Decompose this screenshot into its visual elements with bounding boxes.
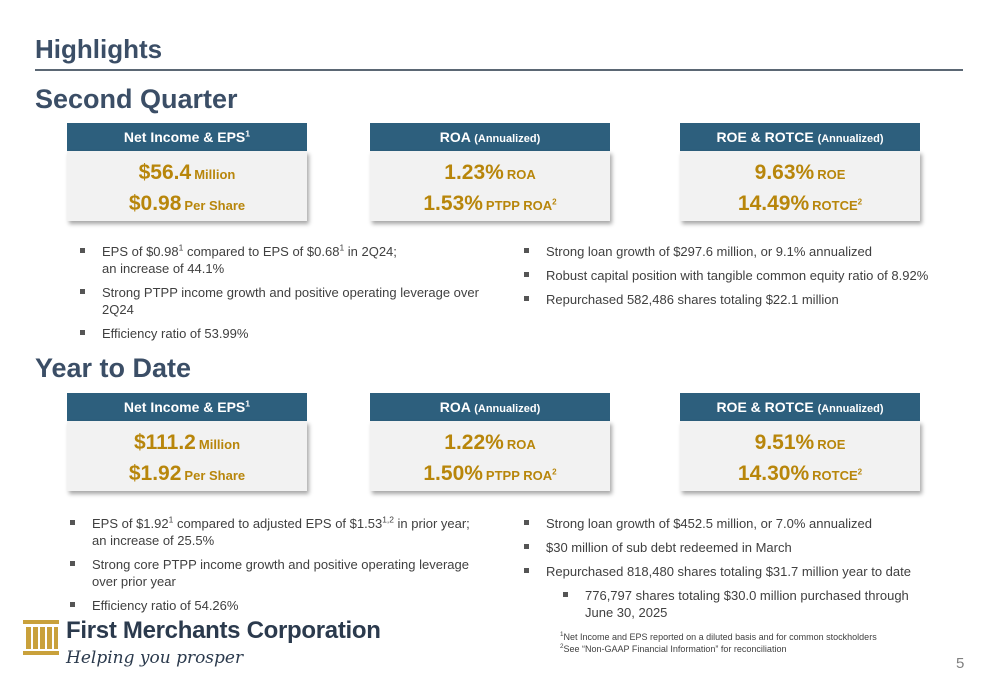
company-tagline: Helping you prosper xyxy=(66,648,244,668)
ytd-bullets-left: EPS of $1.921 compared to adjusted EPS o… xyxy=(67,515,517,621)
card-body: 1.23% ROA 1.53% PTPP ROA2 xyxy=(370,151,610,221)
card-body: 9.51% ROE 14.30% ROTCE2 xyxy=(680,421,920,491)
list-item: Efficiency ratio of 54.26% xyxy=(67,597,517,614)
roa-unit: ROA xyxy=(506,167,536,182)
list-item: EPS of $1.921 compared to adjusted EPS o… xyxy=(67,515,517,549)
card-header: Net Income & EPS1 xyxy=(67,393,307,421)
roe-unit: ROE xyxy=(817,437,846,452)
ytd-card-net-income-eps: Net Income & EPS1 $111.2 Million $1.92 Per… xyxy=(67,393,307,491)
list-item: Repurchased 582,486 shares totaling $22.… xyxy=(521,291,981,308)
ytd-card-roa: ROA (Annualized) 1.22% ROA 1.50% PTPP ROA2 xyxy=(370,393,610,491)
rotce-value: 14.49% xyxy=(737,192,810,215)
footnote-2: 2See “Non-GAAP Financial Information” fo… xyxy=(560,643,787,654)
q2-card-net-income-eps: Net Income & EPS1 $56.4 Million $0.98 Per … xyxy=(67,123,307,221)
page-title: Highlights xyxy=(35,34,163,64)
footnote-1: 1Net Income and EPS reported on a dilute… xyxy=(560,631,877,642)
net-income-unit: Million xyxy=(194,167,236,182)
page-number: 5 xyxy=(956,655,965,672)
ytd-bullets-right: Strong loan growth of $452.5 million, or… xyxy=(521,515,981,628)
ptpp-roa-value: 1.53% xyxy=(423,192,483,215)
rotce-unit: ROTCE2 xyxy=(812,197,863,213)
card-body: $56.4 Million $0.98 Per Share xyxy=(67,151,307,221)
net-income-value: $56.4 xyxy=(138,161,192,184)
card-header: Net Income & EPS1 xyxy=(67,123,307,151)
card-header: ROE & ROTCE (Annualized) xyxy=(680,123,920,151)
title-divider xyxy=(35,69,963,71)
eps-value: $1.92 xyxy=(128,462,182,485)
ptpp-roa-unit: PTPP ROA2 xyxy=(485,197,557,213)
list-item: Strong PTPP income growth and positive o… xyxy=(77,284,517,318)
roa-value: 1.23% xyxy=(444,161,504,184)
list-item: EPS of $0.981 compared to EPS of $0.681 … xyxy=(77,243,517,277)
list-item: Strong loan growth of $297.6 million, or… xyxy=(521,243,981,260)
section-heading-second-quarter: Second Quarter xyxy=(35,84,238,114)
roe-unit: ROE xyxy=(817,167,846,182)
eps-unit: Per Share xyxy=(184,198,246,213)
card-header: ROA (Annualized) xyxy=(370,393,610,421)
list-item: $30 million of sub debt redeemed in Marc… xyxy=(521,539,981,556)
ptpp-roa-value: 1.50% xyxy=(423,462,483,485)
rotce-unit: ROTCE2 xyxy=(812,467,863,483)
net-income-unit: Million xyxy=(198,437,241,452)
list-item: Strong loan growth of $452.5 million, or… xyxy=(521,515,981,532)
ytd-card-roe-rotce: ROE & ROTCE (Annualized) 9.51% ROE 14.30%… xyxy=(680,393,920,491)
list-item: 776,797 shares totaling $30.0 million pu… xyxy=(521,587,981,621)
card-body: 9.63% ROE 14.49% ROTCE2 xyxy=(680,151,920,221)
q2-bullets-right: Strong loan growth of $297.6 million, or… xyxy=(521,243,981,315)
roa-value: 1.22% xyxy=(444,431,504,454)
ptpp-roa-unit: PTPP ROA2 xyxy=(485,467,557,483)
card-body: 1.22% ROA 1.50% PTPP ROA2 xyxy=(370,421,610,491)
company-name: First Merchants Corporation xyxy=(66,617,381,644)
rotce-value: 14.30% xyxy=(737,462,810,485)
card-body: $111.2 Million $1.92 Per Share xyxy=(67,421,307,491)
card-header: ROE & ROTCE (Annualized) xyxy=(680,393,920,421)
card-header: ROA (Annualized) xyxy=(370,123,610,151)
q2-card-roa: ROA (Annualized) 1.23% ROA 1.53% PTPP ROA2 xyxy=(370,123,610,221)
eps-unit: Per Share xyxy=(184,468,246,483)
list-item: Repurchased 818,480 shares totaling $31.… xyxy=(521,563,981,580)
footnotes: 1Net Income and EPS reported on a dilute… xyxy=(560,631,877,655)
q2-card-roe-rotce: ROE & ROTCE (Annualized) 9.63% ROE 14.49%… xyxy=(680,123,920,221)
list-item: Robust capital position with tangible co… xyxy=(521,267,981,284)
section-heading-year-to-date: Year to Date xyxy=(35,353,192,383)
net-income-value: $111.2 xyxy=(133,431,196,454)
q2-bullets-left: EPS of $0.981 compared to EPS of $0.681 … xyxy=(77,243,517,349)
list-item: Strong core PTPP income growth and posit… xyxy=(67,556,517,590)
building-columns-icon xyxy=(23,620,59,655)
roe-value: 9.51% xyxy=(754,431,815,454)
list-item: Efficiency ratio of 53.99% xyxy=(77,325,517,342)
roe-value: 9.63% xyxy=(754,161,815,184)
eps-value: $0.98 xyxy=(128,192,182,215)
roa-unit: ROA xyxy=(506,437,536,452)
